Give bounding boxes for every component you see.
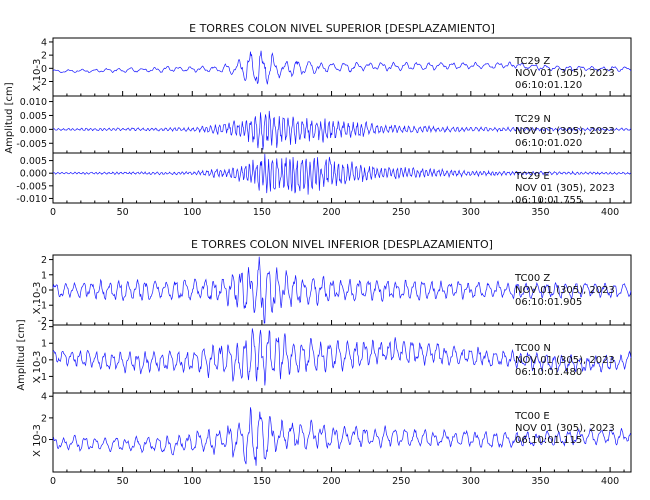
waveform-trace	[52, 407, 632, 466]
chart-title: E TORRES COLON NIVEL INFERIOR [DESPLAZAM…	[191, 238, 493, 251]
x-tick-label: 350	[531, 476, 549, 487]
time-label: 06:10:01.020	[515, 138, 582, 149]
station-label: TC00 Z	[514, 273, 550, 284]
y-tick-label: 0	[41, 286, 47, 297]
scale-label: X 10-3	[32, 424, 43, 457]
x-tick-label: 400	[601, 207, 619, 218]
y-tick-label: 2	[41, 51, 47, 62]
scale-label: X 10-3	[32, 282, 43, 315]
y-tick-label: 0.010	[20, 97, 47, 108]
x-tick-label: 100	[183, 476, 201, 487]
y-tick-label: 0	[41, 64, 47, 75]
chart-group-2: E TORRES COLON NIVEL INFERIOR [DESPLAZAM…	[16, 238, 632, 487]
y-tick-label: 2	[41, 255, 47, 266]
x-tick-label: 350	[531, 207, 549, 218]
waveform-trace	[52, 153, 632, 195]
waveform-trace	[52, 256, 632, 324]
y-tick-label: 4	[41, 392, 47, 403]
time-label: 06:10:01.115	[515, 435, 582, 446]
y-tick-label: 0.000	[20, 125, 47, 136]
date-label: NOV 01 (305), 2023	[515, 355, 615, 366]
date-label: NOV 01 (305), 2023	[515, 68, 615, 79]
time-label: 06:10:01.120	[515, 80, 582, 91]
x-tick-label: 400	[601, 476, 619, 487]
y-tick-label: 2	[41, 322, 47, 333]
y-tick-label: -2	[38, 77, 47, 88]
station-label: TC29 Z	[514, 56, 550, 67]
y-tick-label: 1	[41, 339, 47, 350]
date-label: NOV 01 (305), 2023	[515, 183, 615, 194]
waveform-trace	[52, 110, 632, 150]
scale-label: X 10-3	[32, 59, 43, 92]
chart-title: E TORRES COLON NIVEL SUPERIOR [DESPLAZAM…	[189, 22, 495, 35]
y-tick-label: -1	[38, 301, 47, 312]
x-tick-label: 0	[50, 476, 56, 487]
panel-frame	[52, 392, 632, 473]
station-label: TC29 E	[514, 171, 550, 182]
time-label: 06:10:01.755	[515, 195, 582, 206]
x-tick-label: 300	[462, 476, 480, 487]
station-label: TC00 E	[514, 411, 550, 422]
y-tick-label: 4	[41, 37, 47, 48]
date-label: NOV 01 (305), 2023	[515, 285, 615, 296]
x-tick-label: 50	[117, 207, 129, 218]
x-tick-label: 100	[183, 207, 201, 218]
y-axis-label: Amplitud [cm]	[16, 319, 27, 390]
x-tick-label: 250	[392, 207, 410, 218]
date-label: NOV 01 (305), 2023	[515, 126, 615, 137]
x-tick-label: 50	[117, 476, 129, 487]
y-tick-label: -0.010	[16, 194, 47, 205]
y-tick-label: 0	[41, 355, 47, 366]
x-tick-label: 200	[322, 207, 340, 218]
y-tick-label: 0	[41, 435, 47, 446]
x-tick-label: 150	[253, 476, 271, 487]
y-tick-label: -1	[38, 372, 47, 383]
x-tick-label: 200	[322, 476, 340, 487]
y-tick-label: -2	[38, 316, 47, 327]
date-label: NOV 01 (305), 2023	[515, 423, 615, 434]
scale-label: X 10-3	[32, 351, 43, 384]
waveform-trace	[52, 50, 632, 85]
chart-group-1: E TORRES COLON NIVEL SUPERIOR [DESPLAZAM…	[4, 22, 632, 218]
station-label: TC00 N	[514, 343, 551, 354]
y-tick-label: -0.005	[16, 139, 47, 150]
station-label: TC29 N	[514, 114, 551, 125]
y-tick-label: 0.000	[20, 169, 47, 180]
x-tick-label: 0	[50, 207, 56, 218]
y-tick-label: 0.005	[20, 156, 47, 167]
y-tick-label: 2	[41, 413, 47, 424]
y-tick-label: -0.005	[16, 181, 47, 192]
time-label: 06:10:01.480	[515, 367, 582, 378]
y-axis-label: Amplitud [cm]	[4, 82, 15, 153]
x-tick-label: 250	[392, 476, 410, 487]
y-tick-label: 0.005	[20, 111, 47, 122]
panel-frame	[52, 152, 632, 204]
x-tick-label: 150	[253, 207, 271, 218]
waveform-trace	[52, 328, 632, 386]
time-label: 06:10:01.905	[515, 297, 582, 308]
x-tick-label: 300	[462, 207, 480, 218]
y-tick-label: 1	[41, 270, 47, 281]
